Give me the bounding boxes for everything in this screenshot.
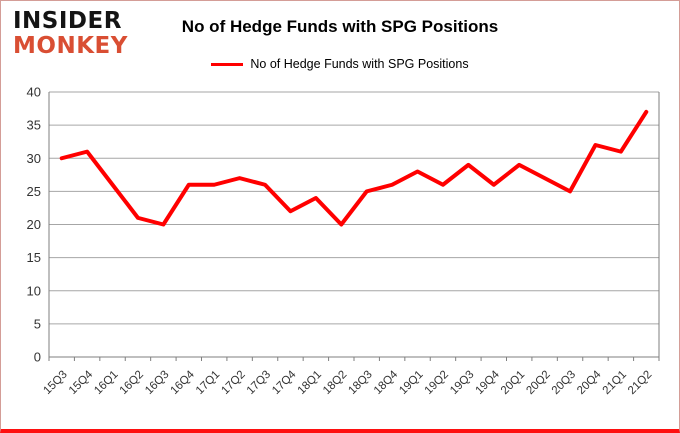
x-axis-tick-label: 18Q3 [346,369,374,397]
y-axis-tick-label: 20 [27,217,41,232]
y-axis-tick-label: 10 [27,283,41,298]
x-axis-tick-label: 18Q1 [296,369,324,397]
series-line [59,109,649,227]
x-axis-tick-label: 18Q4 [372,368,401,397]
y-axis-tick-label: 0 [34,350,41,365]
x-axis-tick-label: 16Q3 [143,369,171,397]
x-axis-tick-label: 15Q3 [41,369,69,397]
x-axis-tick-label: 20Q1 [499,369,527,397]
chart-title: No of Hedge Funds with SPG Positions [181,17,499,36]
legend-line-swatch [211,62,244,66]
logo-word-insider: INSIDER [13,8,122,34]
legend: No of Hedge Funds with SPG Positions [1,57,679,71]
x-axis-tick-label: 19Q3 [448,369,476,397]
x-axis-tick-label: 21Q2 [626,369,654,397]
x-axis-tick-label: 19Q1 [397,369,425,397]
x-axis-tick-label: 20Q2 [524,369,552,397]
y-axis-tick-label: 15 [27,250,41,265]
insider-monkey-logo: INSIDER MONKEY [13,9,128,59]
y-axis-tick-label: 5 [34,316,41,331]
logo-word-monkey: MONKEY [13,33,128,59]
x-axis-tick-label: 17Q1 [194,369,222,397]
x-axis-tick-label: 19Q2 [423,369,451,397]
x-axis-tick-label: 17Q3 [245,369,273,397]
x-axis-tick-label: 15Q4 [67,368,96,397]
x-axis-tick-label: 18Q2 [321,369,349,397]
y-axis-tick-label: 30 [27,151,41,166]
x-axis-tick-label: 16Q4 [169,368,198,397]
x-axis-tick-label: 21Q1 [601,369,629,397]
x-axis-tick-label: 17Q2 [219,369,247,397]
y-axis-tick-label: 40 [27,85,41,100]
x-axis-tick-label: 16Q2 [118,369,146,397]
x-axis-tick-label: 20Q3 [550,369,578,397]
y-axis-tick-label: 25 [27,184,41,199]
x-axis-tick-label: 17Q4 [270,368,299,397]
x-axis-tick-label: 19Q4 [474,368,503,397]
x-axis-tick-label: 16Q1 [92,369,120,397]
y-axis-tick-label: 35 [27,118,41,133]
x-axis-tick-label: 20Q4 [575,368,604,397]
legend-label: No of Hedge Funds with SPG Positions [250,57,469,71]
